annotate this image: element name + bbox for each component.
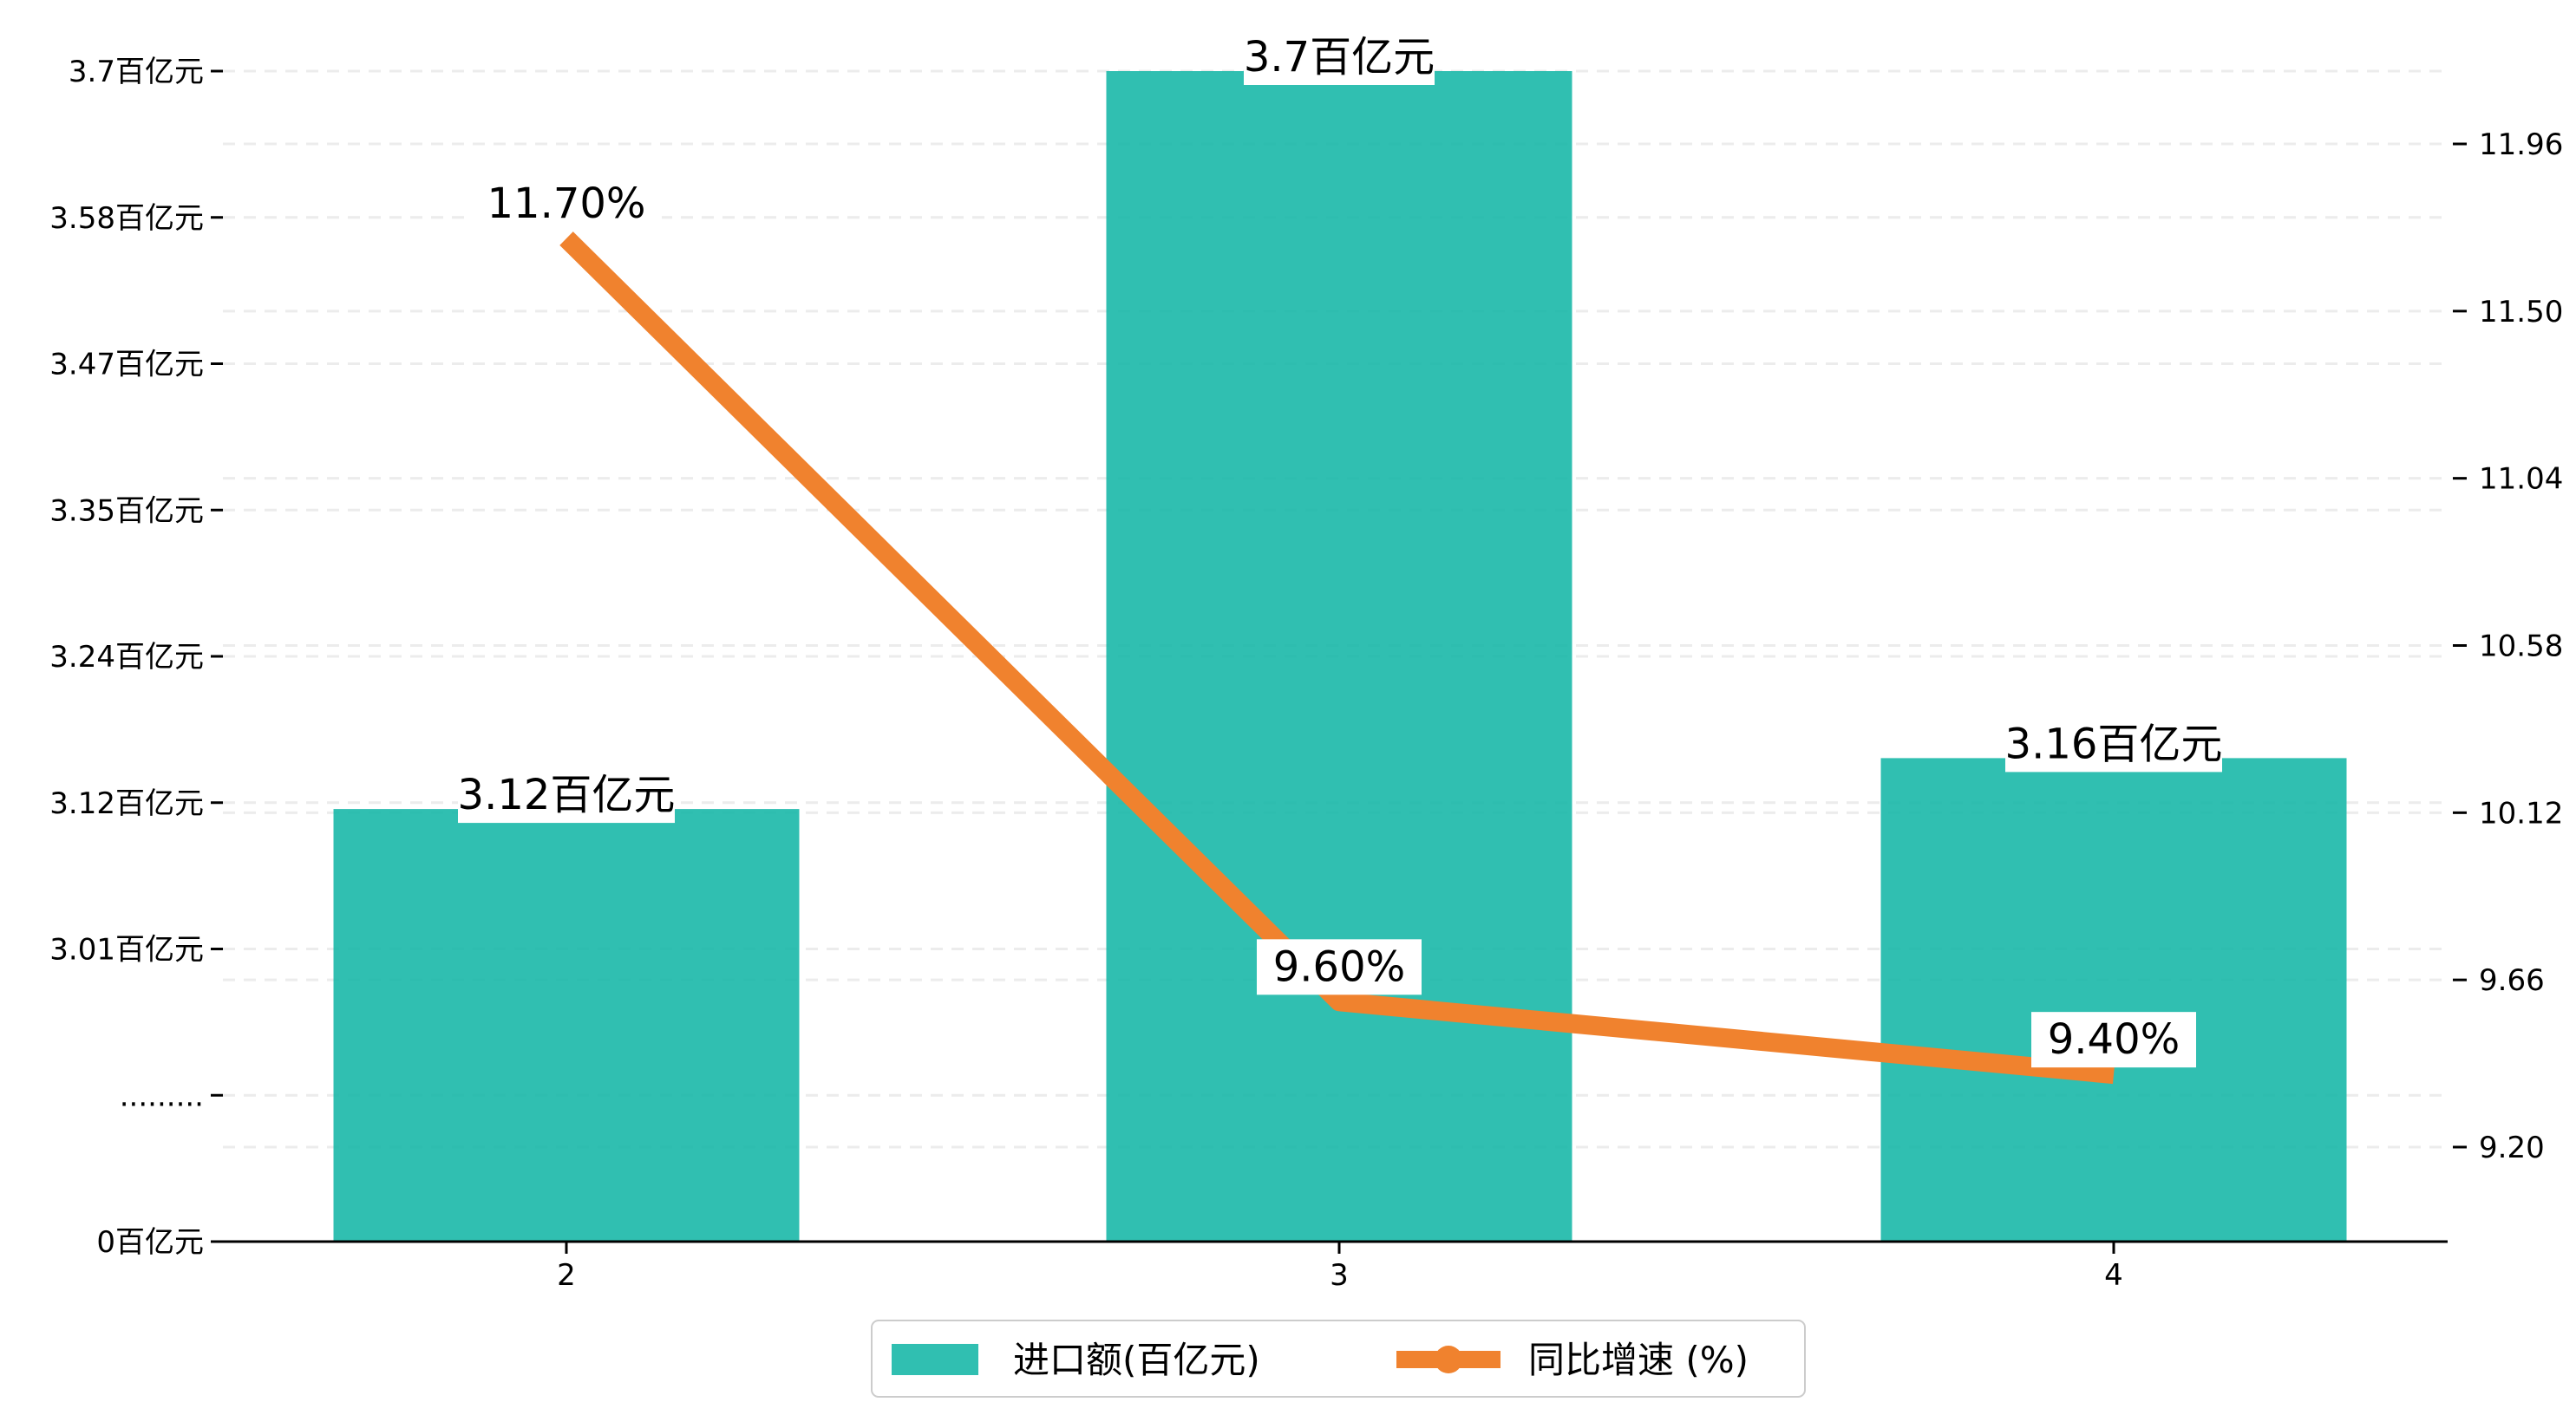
bar (1106, 71, 1572, 1242)
legend[interactable]: 进口额(百亿元) 同比增速 (%) (871, 1320, 1806, 1398)
right-tick-label: 11.96 (2479, 127, 2563, 162)
growth-value-label-bg (471, 175, 662, 231)
legend-marker (1435, 1346, 1462, 1373)
x-tick-label: 3 (1330, 1258, 1349, 1293)
growth-value-label-bg (2031, 1012, 2196, 1068)
x-tick-label: 4 (2104, 1258, 2123, 1293)
right-tick-label: 11.04 (2479, 462, 2563, 497)
left-tick-label: ......... (120, 1079, 204, 1113)
legend-label-growth: 同比增速 (%) (1528, 1339, 1749, 1381)
left-tick-label: 3.01百亿元 (49, 933, 204, 968)
bar (333, 809, 800, 1242)
left-tick-label: 3.12百亿元 (49, 786, 204, 821)
right-tick-label: 9.20 (2479, 1131, 2545, 1165)
right-tick-label: 11.50 (2479, 295, 2563, 329)
growth-value-label: 11.70% (487, 179, 645, 228)
bar-value-label-bg (458, 767, 675, 824)
right-tick-label: 10.58 (2479, 629, 2563, 664)
legend-label-imports: 进口额(百亿元) (1013, 1339, 1260, 1381)
x-tick-label: 2 (557, 1258, 576, 1293)
data-labels: 3.12百亿元 3.7百亿元 3.16百亿元 11.70% 9.60% 9.40% (458, 29, 2223, 1068)
growth-line (559, 231, 2115, 1085)
bar-value-label: 3.7百亿元 (1244, 33, 1435, 82)
left-tick-label: 3.7百亿元 (69, 55, 204, 89)
bar (1880, 758, 2347, 1242)
left-tick-label: 3.24百亿元 (49, 640, 204, 675)
bar-value-label: 3.12百亿元 (458, 771, 676, 819)
bar-value-label: 3.16百亿元 (2005, 720, 2223, 768)
growth-line-path (559, 231, 2115, 1085)
left-tick-label: 3.58百亿元 (49, 201, 204, 236)
right-tick-label: 10.12 (2479, 796, 2563, 831)
right-tick-label: 9.66 (2479, 963, 2545, 998)
left-tick-label: 3.35百亿元 (49, 493, 204, 528)
left-tick-label: 0百亿元 (96, 1225, 204, 1260)
legend-bar-swatch (892, 1344, 978, 1375)
bar-value-label-bg (1244, 29, 1435, 85)
growth-value-label: 9.60% (1273, 942, 1405, 991)
growth-value-label-bg (1257, 939, 1422, 995)
left-tick-label: 3.47百亿元 (49, 348, 204, 382)
axes: 3.7百亿元 3.58百亿元 3.47百亿元 3.35百亿元 3.24百亿元 3.12百亿… (49, 55, 2563, 1293)
growth-value-label: 9.40% (2048, 1015, 2180, 1064)
bars (333, 71, 2347, 1242)
legend-box (871, 1320, 1806, 1398)
bar-value-label-bg (2005, 716, 2222, 773)
